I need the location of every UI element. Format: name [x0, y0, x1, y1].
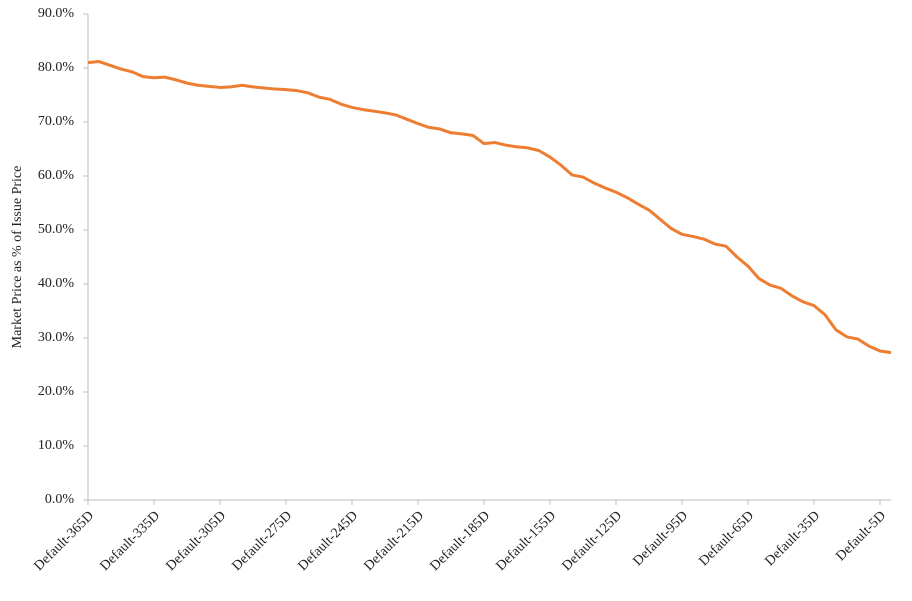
- y-tick-label: 0.0%: [45, 492, 75, 507]
- x-tick-label: Default-215D: [362, 508, 428, 574]
- x-tick-label: Default-155D: [494, 508, 560, 574]
- x-tick-label: Default-125D: [560, 508, 626, 574]
- x-tick-label: Default-305D: [164, 508, 230, 574]
- x-tick-label: Default-365D: [32, 508, 98, 574]
- x-tick-label: Default-65D: [696, 508, 757, 569]
- y-axis-label: Market Price as % of Issue Price: [10, 166, 25, 349]
- y-tick-label: 90.0%: [38, 6, 75, 21]
- x-tick-label: Default-5D: [833, 508, 889, 564]
- x-tick-label: Default-275D: [230, 508, 296, 574]
- x-tick-label: Default-185D: [428, 508, 494, 574]
- y-tick-label: 10.0%: [38, 438, 75, 453]
- y-tick-label: 50.0%: [38, 222, 75, 237]
- line-series: [87, 60, 892, 355]
- y-tick-label: 40.0%: [38, 276, 75, 291]
- y-tick-label: 30.0%: [38, 330, 75, 345]
- y-tick-label: 70.0%: [38, 114, 75, 129]
- x-tick-label: Default-35D: [762, 508, 823, 569]
- y-tick-label: 80.0%: [38, 60, 75, 75]
- y-tick-label: 20.0%: [38, 384, 75, 399]
- x-tick-label: Default-245D: [296, 508, 362, 574]
- x-tick-label: Default-95D: [630, 508, 691, 569]
- x-tick-label: Default-335D: [98, 508, 164, 574]
- y-tick-label: 60.0%: [38, 168, 75, 183]
